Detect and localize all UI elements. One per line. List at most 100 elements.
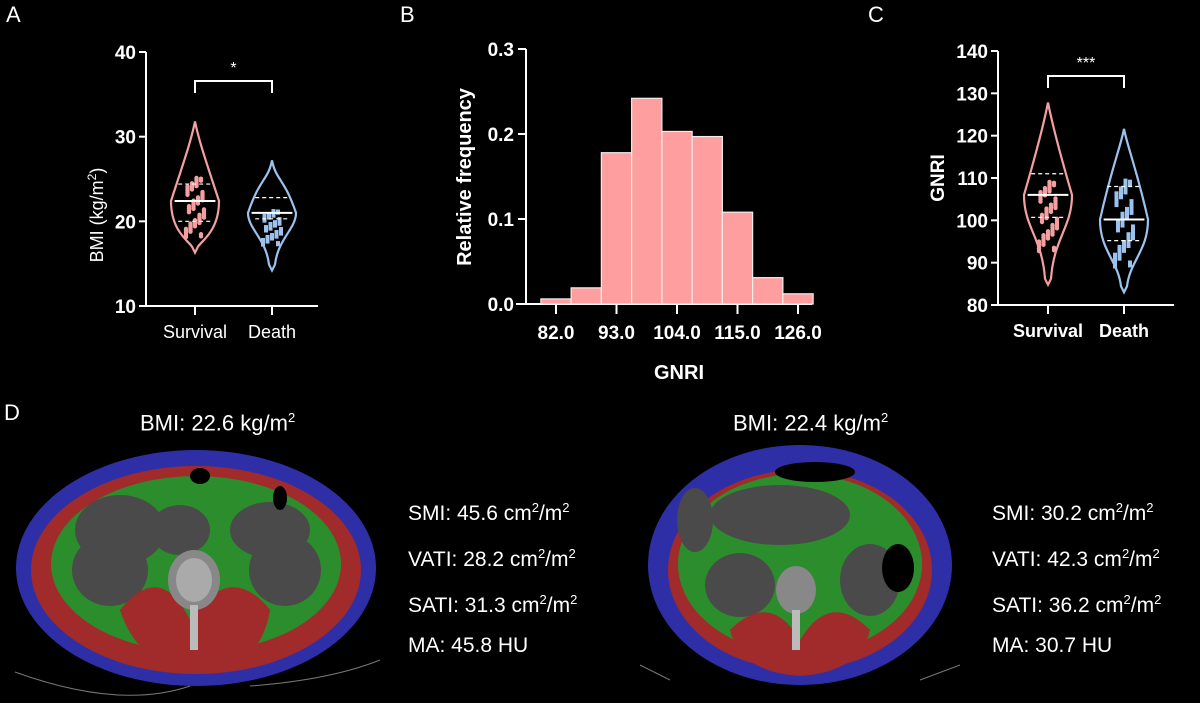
ct2-smi: SMI: 30.2 cm2/m2: [992, 500, 1154, 525]
ct2-vati: VATI: 42.3 cm2/m2: [992, 546, 1160, 571]
panel-label-d: D: [4, 400, 20, 425]
data-point: [1131, 227, 1135, 232]
bmi-violin-chart: 10 20 30 40 Survival Death * BMI (kg/m2): [85, 43, 318, 340]
significance-bracket: [1047, 75, 1125, 88]
histogram-bar: [570, 287, 602, 305]
x-category-label: Death: [248, 322, 296, 340]
data-point: [1117, 250, 1122, 255]
data-point: [195, 195, 201, 200]
gnri-histogram: 0.0 0.1 0.2 0.3 82.0 93.0 104.0 115.0 126.0 GNRI R…: [454, 40, 822, 384]
data-point: [1128, 260, 1132, 265]
data-point: [198, 176, 204, 181]
data-point: [274, 230, 279, 235]
data-point: [261, 238, 265, 243]
y-tick-label: 0.0: [488, 295, 514, 316]
data-point: [186, 203, 192, 209]
data-point: [1129, 202, 1134, 207]
data-point: [1113, 252, 1117, 257]
data-point: [1125, 206, 1129, 211]
panel-label-a: A: [6, 2, 21, 27]
data-point: [1120, 214, 1125, 219]
ct-scan-image-1: [14, 450, 381, 696]
y-tick-label: 0.3: [488, 40, 514, 61]
histogram-bar: [752, 277, 784, 305]
data-point: [1117, 253, 1122, 258]
data-point: [197, 212, 202, 218]
histogram-bar: [661, 130, 693, 305]
y-tick-label: 40: [115, 43, 136, 64]
data-point: [1113, 258, 1117, 263]
data-point: [1039, 212, 1045, 218]
violin-survival: [169, 121, 221, 256]
data-point: [262, 214, 267, 219]
x-tick-label: 115.0: [714, 323, 761, 344]
data-point: [268, 222, 273, 227]
ct1-sati: SATI: 31.3 cm2/m2: [408, 592, 578, 617]
x-category-label: Death: [1099, 321, 1149, 340]
data-point: [1114, 194, 1119, 199]
violin-death: [246, 160, 298, 273]
x-tick-label: 126.0: [774, 323, 822, 344]
data-point: [1051, 180, 1057, 185]
ct1-smi: SMI: 45.6 cm2/m2: [408, 500, 570, 525]
data-point: [1050, 222, 1055, 228]
histogram-bar: [540, 298, 572, 305]
data-point: [1044, 206, 1049, 211]
significance-label: ***: [1077, 55, 1096, 72]
data-point: [1123, 187, 1128, 192]
data-point: [1131, 236, 1135, 241]
data-point: [1113, 264, 1117, 269]
histogram-bar: [600, 152, 633, 305]
y-tick-label: 130: [956, 84, 988, 105]
data-point: [1129, 207, 1134, 212]
data-point: [276, 241, 280, 246]
y-tick-label: 20: [115, 212, 136, 233]
data-point: [1128, 179, 1132, 184]
data-point: [1129, 210, 1134, 215]
y-tick-label: 0.1: [488, 210, 515, 231]
data-point: [1038, 189, 1043, 195]
data-point: [1131, 233, 1135, 238]
ct1-vati: VATI: 28.2 cm2/m2: [408, 546, 576, 571]
ct2-metrics: SMI: 30.2 cm2/m2 VATI: 42.3 cm2/m2 SATI:…: [992, 488, 1161, 666]
data-point: [1119, 195, 1123, 200]
data-point: [1131, 230, 1135, 235]
data-point: [198, 232, 204, 237]
data-point: [1126, 235, 1131, 240]
data-point: [1117, 247, 1122, 252]
data-point: [1113, 261, 1117, 266]
significance-label: *: [230, 60, 236, 77]
y-tick-label: 90: [967, 254, 988, 275]
ct2-bmi-title: BMI: 22.4 kg/m2: [733, 410, 889, 436]
histogram-bar: [691, 135, 723, 305]
y-tick-label: 30: [115, 128, 136, 149]
data-point: [264, 225, 268, 230]
data-point: [1126, 244, 1131, 249]
data-point: [1116, 219, 1120, 224]
data-point: [1126, 241, 1131, 246]
data-point: [1114, 191, 1119, 196]
data-point: [1123, 181, 1128, 186]
data-point: [1114, 203, 1119, 208]
panel-label-c: C: [868, 2, 884, 27]
data-point: [1119, 189, 1123, 194]
y-axis-label: BMI (kg/m2): [85, 168, 107, 263]
data-point: [1120, 223, 1125, 228]
data-point: [1131, 224, 1135, 229]
y-tick-label: 100: [956, 211, 988, 232]
data-point: [1129, 199, 1134, 204]
data-point: [1125, 215, 1129, 220]
ct1-metrics: SMI: 45.6 cm2/m2 VATI: 28.2 cm2/m2 SATI:…: [408, 488, 577, 666]
data-point: [1122, 248, 1126, 253]
x-category-label: Survival: [1013, 321, 1083, 340]
data-point: [1122, 245, 1126, 250]
data-point: [1123, 184, 1128, 189]
y-tick-label: 10: [115, 297, 136, 318]
ct2-ma: MA: 30.7 HU: [992, 634, 1113, 657]
violin-death: [1098, 128, 1150, 295]
data-point: [1128, 263, 1132, 268]
data-point: [1126, 232, 1131, 237]
data-point: [1036, 239, 1042, 244]
x-tick-label: 104.0: [653, 323, 701, 344]
ct2-sati: SATI: 36.2 cm2/m2: [992, 592, 1162, 617]
